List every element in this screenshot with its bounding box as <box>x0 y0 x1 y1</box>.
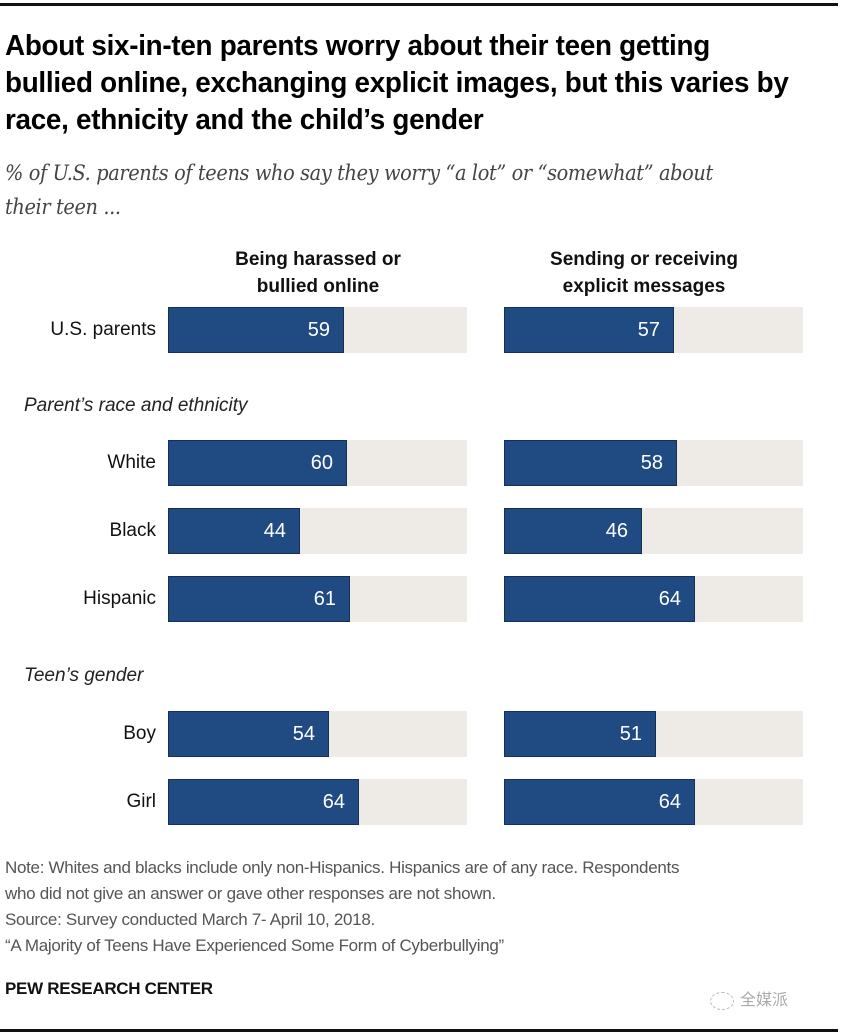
column-header-line: bullied online <box>256 276 380 297</box>
group-label: Parent’s race and ethnicity <box>24 395 248 416</box>
column-header-line: Sending or receiving <box>550 249 738 270</box>
bar-value-label: 58 <box>640 452 663 474</box>
bar-track: 58 <box>504 440 803 486</box>
bar-value-label: 60 <box>310 452 333 474</box>
bar-track: 64 <box>504 779 803 825</box>
chart-notes: Note: Whites and blacks include only non… <box>5 855 839 959</box>
bar-track: 51 <box>504 711 803 757</box>
bar-track: 54 <box>168 711 467 757</box>
bar <box>504 307 674 353</box>
bar <box>168 440 347 486</box>
bottom-rule <box>0 1029 838 1032</box>
column-header-explicit: Sending or receiving explicit messages <box>494 246 794 300</box>
bar <box>168 711 329 757</box>
watermark-text: 全媒派 <box>740 992 789 1009</box>
row-label: U.S. parents <box>50 319 156 340</box>
bar-value-label: 54 <box>292 723 315 745</box>
column-header-bullied: Being harassed or bullied online <box>168 246 468 300</box>
bar <box>168 576 350 622</box>
column-header-line: Being harassed or <box>235 249 401 270</box>
bar-track: 64 <box>168 779 467 825</box>
column-header-line: explicit messages <box>562 276 726 297</box>
bar-value-label: 57 <box>637 319 660 341</box>
bar <box>504 576 695 622</box>
bar-value-label: 61 <box>313 588 336 610</box>
bar-track: 60 <box>168 440 467 486</box>
chart-subtitle: % of U.S. parents of teens who say they … <box>5 161 713 219</box>
row-label: Boy <box>123 723 156 744</box>
watermark: 全媒派 <box>710 986 788 1010</box>
bar-value-label: 64 <box>658 791 681 813</box>
bar-value-label: 51 <box>619 723 642 745</box>
bar <box>168 508 300 554</box>
note-line: who did not give an answer or gave other… <box>5 884 496 903</box>
top-rule <box>0 3 838 6</box>
row-label: Hispanic <box>83 588 156 609</box>
chart-title: About six-in-ten parents worry about the… <box>5 30 789 136</box>
bar-track: 64 <box>504 576 803 622</box>
bar-track: 46 <box>504 508 803 554</box>
note-line: Note: Whites and blacks include only non… <box>5 858 680 877</box>
group-label: Teen’s gender <box>24 665 144 686</box>
bar <box>504 779 695 825</box>
bar-value-label: 44 <box>263 520 286 542</box>
bar-track: 44 <box>168 508 467 554</box>
bar-value-label: 64 <box>322 791 345 813</box>
bar <box>504 440 677 486</box>
bar <box>504 508 642 554</box>
row-label: White <box>107 452 156 473</box>
pew-logo-text: PEW RESEARCH CENTER <box>5 979 213 998</box>
source-line: Source: Survey conducted March 7- April … <box>5 910 375 929</box>
bar-track: 61 <box>168 576 467 622</box>
bar <box>168 779 359 825</box>
bar-value-label: 59 <box>307 319 330 341</box>
bar <box>168 307 344 353</box>
bar-track: 57 <box>504 307 803 353</box>
wechat-icon <box>710 991 734 1010</box>
bar <box>504 711 656 757</box>
bar-track: 59 <box>168 307 467 353</box>
bar-value-label: 46 <box>605 520 628 542</box>
bar-value-label: 64 <box>658 588 681 610</box>
report-title-line: “A Majority of Teens Have Experienced So… <box>5 936 504 955</box>
row-label: Girl <box>126 791 156 812</box>
row-label: Black <box>109 520 156 541</box>
